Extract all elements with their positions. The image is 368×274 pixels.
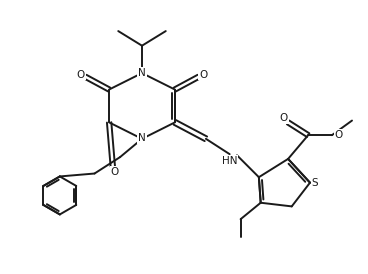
Text: O: O (335, 130, 343, 140)
Text: HN: HN (222, 156, 237, 166)
Text: N: N (138, 68, 146, 78)
Text: O: O (199, 70, 208, 79)
Text: O: O (77, 70, 85, 79)
Text: O: O (280, 113, 288, 123)
Text: O: O (110, 167, 119, 177)
Text: N: N (138, 133, 146, 143)
Text: S: S (312, 178, 318, 188)
